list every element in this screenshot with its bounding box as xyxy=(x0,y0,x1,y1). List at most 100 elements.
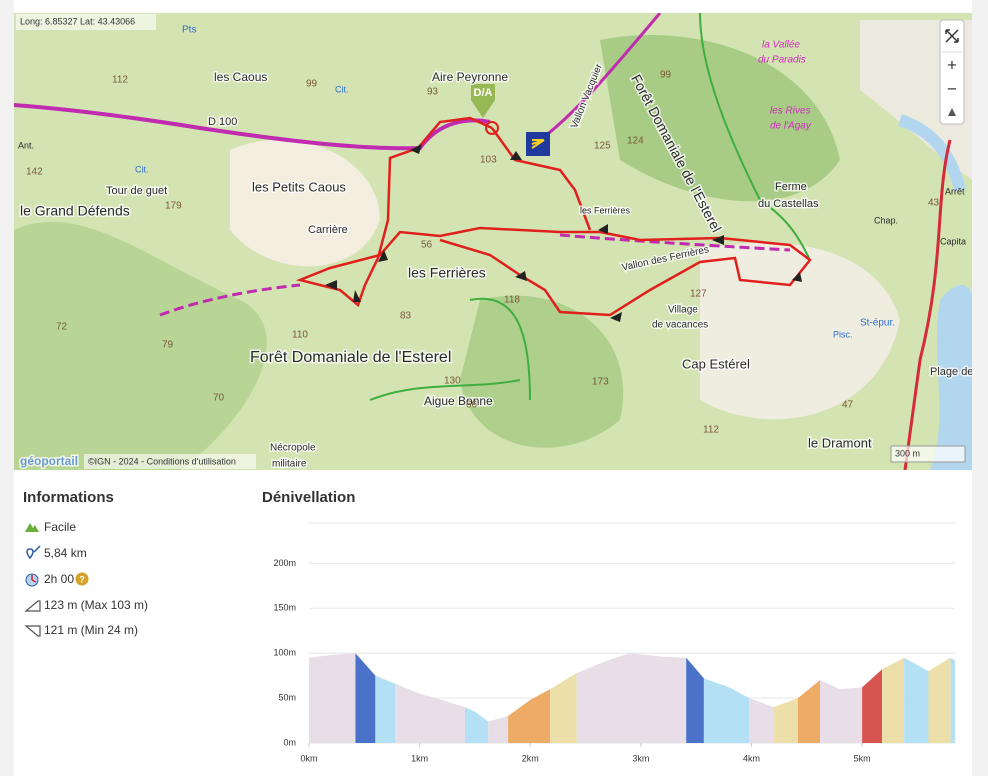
y-tick-label: 0m xyxy=(283,737,296,747)
map-label: les Caous xyxy=(214,70,267,84)
chart-title: Dénivellation xyxy=(262,489,355,506)
marker-label: D/A xyxy=(474,87,493,99)
elevation-area xyxy=(928,657,951,743)
elevation-area xyxy=(797,680,821,743)
elevation-area xyxy=(749,698,774,743)
help-text[interactable]: ? xyxy=(79,574,85,584)
map[interactable]: D/A les Caous Aire Peyronne D 100 les Petit… xyxy=(14,13,973,470)
map-label: Ferme xyxy=(775,181,807,193)
elevation-area xyxy=(309,653,356,743)
x-tick-label: 4km xyxy=(743,753,760,763)
y-tick-label: 200m xyxy=(273,558,296,568)
map-label: Cit. xyxy=(335,84,349,94)
elevation-area xyxy=(355,653,376,743)
map-label: 47 xyxy=(842,400,854,411)
map-label: Plage de xyxy=(930,366,973,378)
map-label: Pisc. xyxy=(833,329,853,339)
elevation-area xyxy=(862,669,882,743)
map-label: les Ferrières xyxy=(580,205,631,215)
map-label: de vacances xyxy=(652,320,708,331)
map-label: 79 xyxy=(162,340,174,351)
map-label: D 100 xyxy=(208,116,237,128)
elevation-area xyxy=(375,675,396,743)
map-label: Cit. xyxy=(135,164,149,174)
elevation-area xyxy=(773,698,798,743)
map-label: Capita xyxy=(940,236,966,246)
map-label: 112 xyxy=(703,425,719,436)
elevation-area xyxy=(464,707,489,743)
elevation-area xyxy=(881,657,905,743)
map-label: 93 xyxy=(427,87,439,98)
map-label: Nécropole xyxy=(270,443,316,454)
map-label: 56 xyxy=(421,240,433,251)
info-difficulty: Facile xyxy=(44,520,76,534)
map-label: 103 xyxy=(480,155,497,166)
x-tick-label: 0km xyxy=(300,753,317,763)
coordinates: Long: 6.85327 Lat: 43.43066 xyxy=(20,16,135,26)
elevation-area xyxy=(686,657,704,743)
x-tick-label: 1km xyxy=(411,753,428,763)
map-label: 66 xyxy=(466,400,478,411)
elevation-area xyxy=(904,657,929,743)
map-label: 179 xyxy=(165,201,182,212)
y-tick-label: 150m xyxy=(273,603,296,613)
map-label: les Ferrières xyxy=(408,265,486,281)
map-label: de l'Agay xyxy=(770,121,812,132)
map-label: Village xyxy=(668,305,698,316)
map-label: 112 xyxy=(112,75,128,86)
ascent-icon xyxy=(24,600,41,612)
map-label: 173 xyxy=(592,377,609,388)
map-label: le Grand Défends xyxy=(20,203,130,219)
map-label: 43 xyxy=(928,198,940,209)
map-label: Arrêt xyxy=(945,186,965,196)
map-label: 99 xyxy=(306,79,318,90)
map-label: Tour de guet xyxy=(106,185,167,197)
map-label: Cap Estérel xyxy=(682,356,750,371)
map-label: 110 xyxy=(292,330,308,341)
map-label: 127 xyxy=(690,289,707,300)
elevation-area xyxy=(820,680,863,743)
map-label: du Castellas xyxy=(758,198,819,210)
side-margin xyxy=(972,0,988,776)
attribution-logo: géoportail xyxy=(20,454,78,468)
map-label: 118 xyxy=(504,295,520,306)
scale-label: 300 m xyxy=(895,448,920,458)
info-duration: 2h 00 xyxy=(44,572,74,586)
elevation-area xyxy=(508,689,551,743)
y-tick-label: 100m xyxy=(273,648,296,658)
elevation-area xyxy=(576,653,687,743)
map-label: 124 xyxy=(627,136,644,147)
x-tick-label: 3km xyxy=(632,753,649,763)
elevation-area xyxy=(488,716,509,743)
map-label: 142 xyxy=(26,167,43,178)
map-label: Aigue Bonne xyxy=(424,394,493,408)
attribution[interactable]: ©IGN - 2024 - Conditions d'utilisation xyxy=(88,456,236,466)
x-tick-label: 2km xyxy=(522,753,539,763)
map-label: du Paradis xyxy=(758,55,806,66)
map-label: Chap. xyxy=(874,215,898,225)
map-label: Pts xyxy=(182,25,196,36)
elevation-area xyxy=(950,657,955,743)
distance-icon xyxy=(26,545,41,560)
map-label: 99 xyxy=(660,70,672,81)
map-label: les Petits Caous xyxy=(252,179,346,194)
map-label: 70 xyxy=(213,393,225,404)
map-label: Aire Peyronne xyxy=(432,70,508,84)
side-margin xyxy=(0,0,14,776)
map-label: Carrière xyxy=(308,224,348,236)
map-label: Ant. xyxy=(18,140,34,150)
help-badge[interactable] xyxy=(75,572,89,586)
zoom-in[interactable]: + xyxy=(947,55,957,74)
info-title: Informations xyxy=(23,489,114,506)
map-label: la Vallée xyxy=(762,40,800,51)
elevation-area xyxy=(550,672,577,743)
zoom-out[interactable]: − xyxy=(947,79,957,98)
elevation-area xyxy=(395,683,465,743)
map-label: Forêt Domaniale de l'Esterel xyxy=(250,349,451,366)
map-label: St-épur. xyxy=(860,318,895,329)
start-marker[interactable] xyxy=(471,84,495,118)
map-label: militaire xyxy=(272,459,307,470)
difficulty-icon xyxy=(25,523,39,532)
info-ascent: 123 m (Max 103 m) xyxy=(44,598,148,612)
